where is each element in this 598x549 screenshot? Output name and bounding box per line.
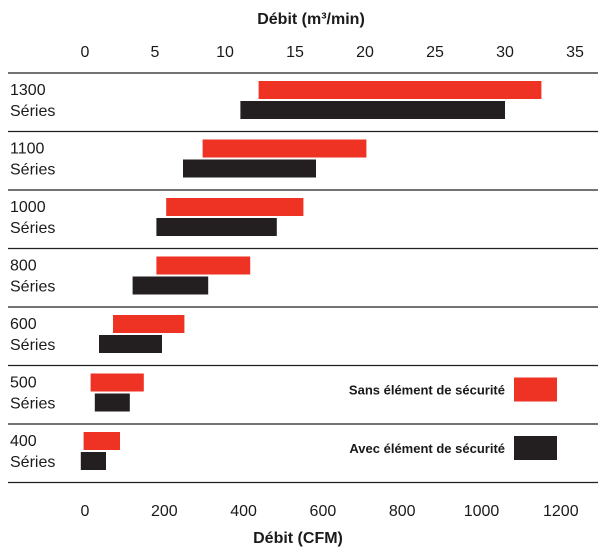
category-label: Séries: [10, 337, 55, 354]
top-tick-label: 30: [496, 44, 514, 61]
row-separators: [8, 72, 598, 484]
category-label: 400: [10, 433, 37, 450]
category-label: 1000: [10, 199, 46, 216]
bar-sans-element: [156, 256, 251, 275]
bottom-axis-title: Débit (CFM): [253, 530, 343, 547]
bottom-tick-label: 0: [81, 503, 90, 520]
bar-avec-element: [156, 218, 277, 236]
category-label: 600: [10, 316, 37, 333]
bar-avec-element: [240, 101, 505, 119]
bottom-tick-label: 200: [151, 503, 178, 520]
category-label: Séries: [10, 103, 55, 120]
bar-avec-element: [183, 159, 316, 178]
bar-sans-element: [83, 432, 120, 450]
category-label: Séries: [10, 454, 55, 471]
bottom-tick-label: 400: [230, 503, 257, 520]
legend: Sans élément de sécurité Avec élément de …: [349, 377, 557, 460]
legend-label: Sans élément de sécurité: [349, 383, 505, 398]
top-tick-label: 5: [151, 44, 160, 61]
top-tick-label: 0: [81, 44, 90, 61]
top-tick-label: 20: [356, 44, 374, 61]
category-label: Séries: [10, 396, 55, 413]
legend-swatch: [514, 377, 557, 402]
bar-sans-element: [258, 81, 542, 99]
bar-sans-element: [166, 198, 304, 216]
category-label: 800: [10, 258, 37, 275]
bottom-tick-label: 1200: [543, 503, 579, 520]
top-axis-ticks: 0 5 10 15 20 25 30 35: [81, 44, 584, 61]
category-label: Séries: [10, 162, 55, 179]
top-tick-label: 15: [286, 44, 304, 61]
category-label: Séries: [10, 220, 55, 237]
range-bars: [80, 81, 542, 470]
bar-avec-element: [80, 452, 106, 470]
bar-avec-element: [132, 276, 209, 295]
bar-avec-element: [99, 335, 162, 353]
bar-sans-element: [202, 139, 367, 158]
bar-sans-element: [90, 373, 144, 392]
bottom-tick-label: 800: [389, 503, 416, 520]
legend-swatch: [514, 436, 557, 460]
category-label: Séries: [10, 279, 55, 296]
category-label: 500: [10, 375, 37, 392]
legend-label: Avec élément de sécurité: [349, 441, 505, 456]
category-label: 1300: [10, 82, 46, 99]
category-label: 1100: [10, 141, 45, 158]
bottom-tick-label: 1000: [464, 503, 500, 520]
top-axis-title: Débit (m³/min): [257, 11, 365, 28]
bar-avec-element: [94, 393, 130, 412]
category-labels: 1300 Séries 1100 Séries 1000 Séries 800 Séries 6…: [10, 82, 55, 471]
top-tick-label: 10: [216, 44, 234, 61]
bottom-axis-ticks: 0 200 400 600 800 1000 1200: [81, 503, 579, 520]
bottom-tick-label: 600: [310, 503, 337, 520]
bar-sans-element: [113, 315, 185, 333]
top-tick-label: 35: [566, 44, 584, 61]
top-tick-label: 25: [426, 44, 444, 61]
